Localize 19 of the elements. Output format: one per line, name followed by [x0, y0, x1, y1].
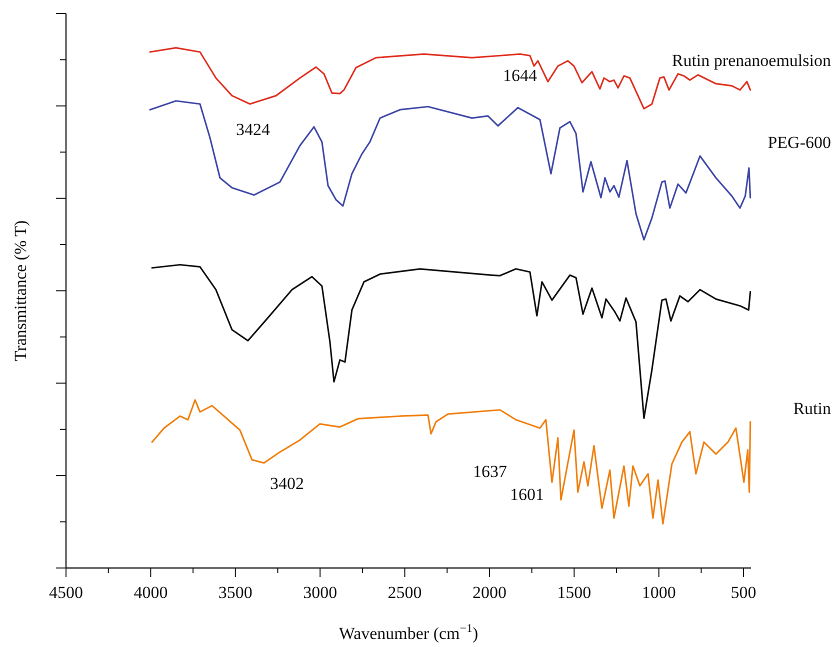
annotation: 1637 — [473, 462, 508, 481]
annotation: 1644 — [503, 66, 538, 85]
annotation: 1601 — [510, 484, 544, 504]
text: Rutin — [793, 398, 832, 418]
x-tick-label: 4500 — [49, 583, 83, 602]
x-tick-label: 500 — [730, 583, 756, 602]
annotation: 3424 — [236, 120, 270, 139]
series-label: PEG-600 — [768, 133, 831, 152]
x-tick-label: 1000 — [642, 583, 676, 602]
x-tick-label: 2000 — [472, 583, 506, 602]
y-axis-title: Transmittance (% T) — [11, 220, 30, 362]
x-tick-label: 4000 — [134, 583, 168, 602]
x-tick-label: 3500 — [218, 583, 252, 602]
series-label: Rutin prenanoemulsion — [672, 50, 832, 70]
x-axis-title: Wavenumber (cm$^{−1}$) — [338, 621, 478, 643]
annotation: 3402 — [270, 474, 304, 493]
x-tick-label: 3000 — [303, 583, 338, 602]
x-tick-label: 1500 — [557, 583, 592, 602]
x-tick-label: 2500 — [388, 583, 422, 602]
